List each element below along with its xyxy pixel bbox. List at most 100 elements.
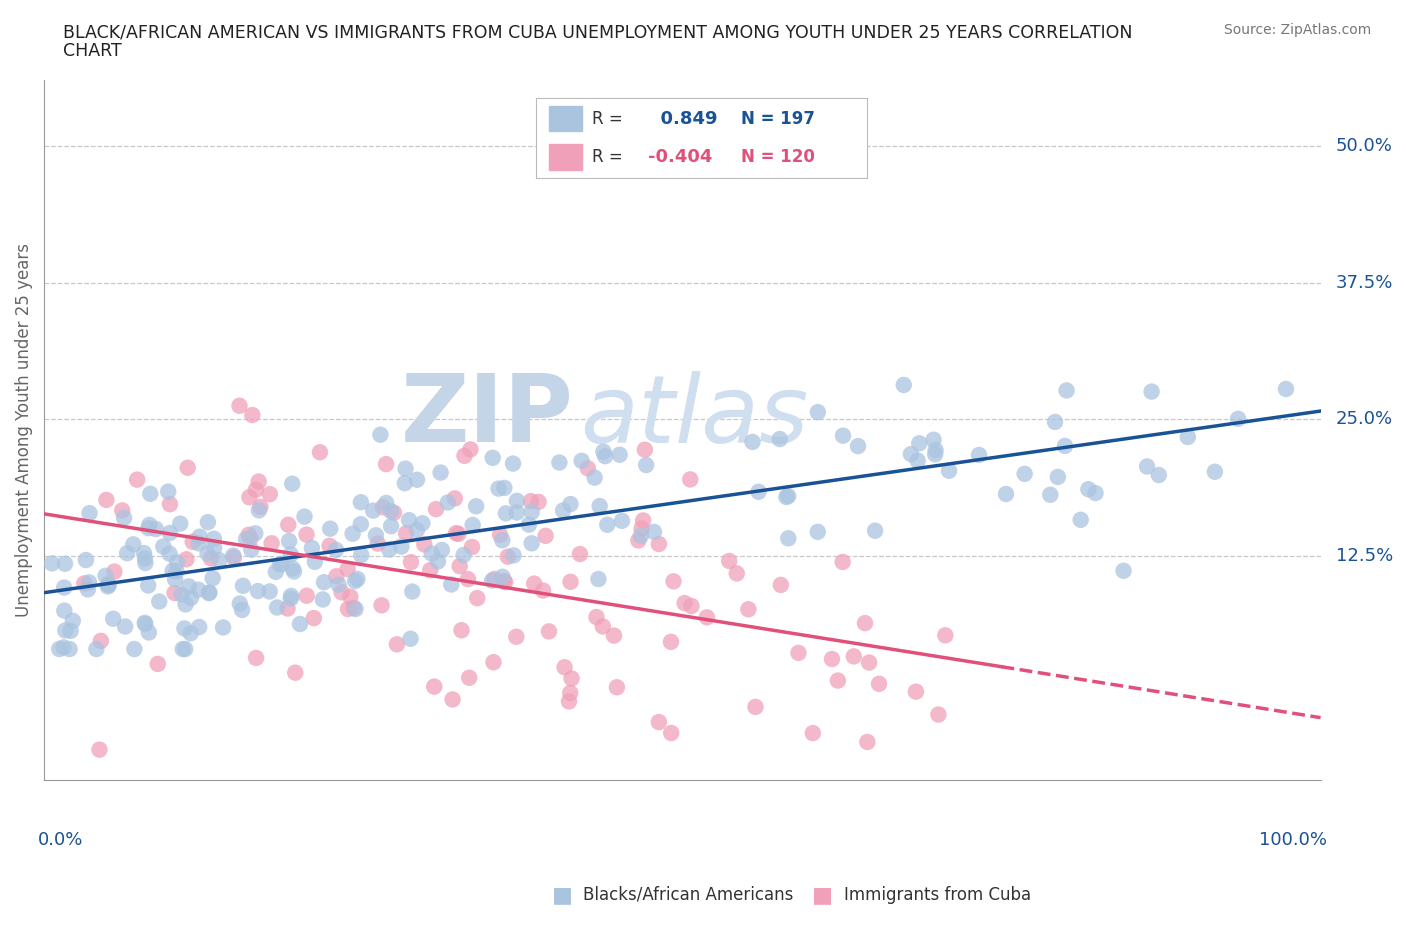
Point	[295, 589, 318, 604]
Point	[494, 481, 516, 496]
Point	[318, 538, 340, 553]
Text: BLACK/AFRICAN AMERICAN VS IMMIGRANTS FROM CUBA UNEMPLOYMENT AMONG YOUTH UNDER 25: BLACK/AFRICAN AMERICAN VS IMMIGRANTS FRO…	[63, 23, 1133, 41]
Point	[187, 582, 209, 597]
Point	[238, 490, 260, 505]
Point	[138, 625, 160, 640]
Point	[380, 504, 402, 519]
Point	[900, 446, 922, 461]
Point	[269, 557, 291, 572]
Point	[610, 513, 633, 528]
Point	[927, 707, 949, 722]
Point	[662, 574, 685, 589]
Point	[124, 642, 146, 657]
Point	[174, 597, 197, 612]
Point	[643, 525, 665, 539]
Point	[280, 591, 302, 606]
Point	[494, 575, 516, 590]
Point	[1204, 464, 1226, 479]
Point	[603, 628, 626, 643]
Point	[481, 450, 503, 465]
Point	[406, 472, 429, 487]
Point	[592, 619, 614, 634]
Point	[831, 554, 853, 569]
Point	[280, 589, 302, 604]
Point	[343, 601, 366, 616]
Point	[240, 542, 263, 557]
Point	[858, 655, 880, 670]
Text: 37.5%: 37.5%	[1336, 273, 1393, 291]
Point	[181, 534, 204, 549]
Point	[488, 481, 510, 496]
Point	[406, 523, 429, 538]
Point	[132, 546, 155, 561]
Point	[169, 516, 191, 531]
Point	[162, 564, 184, 578]
Text: Immigrants from Cuba: Immigrants from Cuba	[844, 885, 1031, 904]
Point	[364, 528, 387, 543]
Point	[440, 577, 463, 591]
Point	[924, 443, 946, 458]
Point	[904, 684, 927, 699]
Point	[264, 565, 287, 579]
Point	[375, 457, 398, 472]
Point	[281, 561, 304, 576]
Point	[395, 525, 418, 540]
Point	[399, 554, 422, 569]
Point	[138, 521, 160, 536]
Point	[453, 548, 475, 563]
Point	[115, 546, 138, 561]
Point	[325, 569, 347, 584]
Point	[401, 584, 423, 599]
Point	[1136, 459, 1159, 474]
Point	[560, 685, 582, 700]
Point	[247, 503, 270, 518]
Point	[159, 525, 181, 540]
Point	[159, 546, 181, 561]
Point	[801, 725, 824, 740]
Point	[596, 517, 619, 532]
Point	[136, 578, 159, 593]
Point	[48, 642, 70, 657]
Point	[134, 616, 156, 631]
Point	[389, 539, 412, 554]
Point	[97, 578, 120, 592]
Point	[551, 503, 574, 518]
Point	[385, 637, 408, 652]
Point	[938, 463, 960, 478]
Point	[922, 432, 945, 447]
Point	[648, 537, 671, 551]
Point	[520, 494, 543, 509]
Point	[89, 742, 111, 757]
Point	[457, 572, 479, 587]
Point	[967, 447, 990, 462]
Text: 25.0%: 25.0%	[1336, 410, 1393, 429]
Point	[280, 547, 302, 562]
Point	[339, 590, 361, 604]
Point	[165, 572, 187, 587]
Point	[1112, 564, 1135, 578]
Point	[827, 673, 849, 688]
Point	[527, 495, 550, 510]
Point	[319, 521, 342, 536]
Point	[1084, 485, 1107, 500]
Point	[77, 575, 100, 590]
Point	[868, 676, 890, 691]
Point	[568, 547, 591, 562]
Point	[159, 497, 181, 512]
Point	[86, 642, 108, 657]
Point	[75, 552, 97, 567]
Point	[558, 694, 581, 709]
Point	[846, 439, 869, 454]
Point	[55, 623, 77, 638]
Point	[177, 579, 200, 594]
Point	[336, 562, 359, 577]
Point	[238, 527, 260, 542]
Point	[1140, 384, 1163, 399]
Point	[495, 506, 517, 521]
Point	[145, 522, 167, 537]
Point	[96, 493, 118, 508]
Point	[494, 574, 516, 589]
Point	[630, 528, 652, 543]
Text: ■: ■	[553, 884, 572, 905]
Point	[187, 536, 209, 551]
